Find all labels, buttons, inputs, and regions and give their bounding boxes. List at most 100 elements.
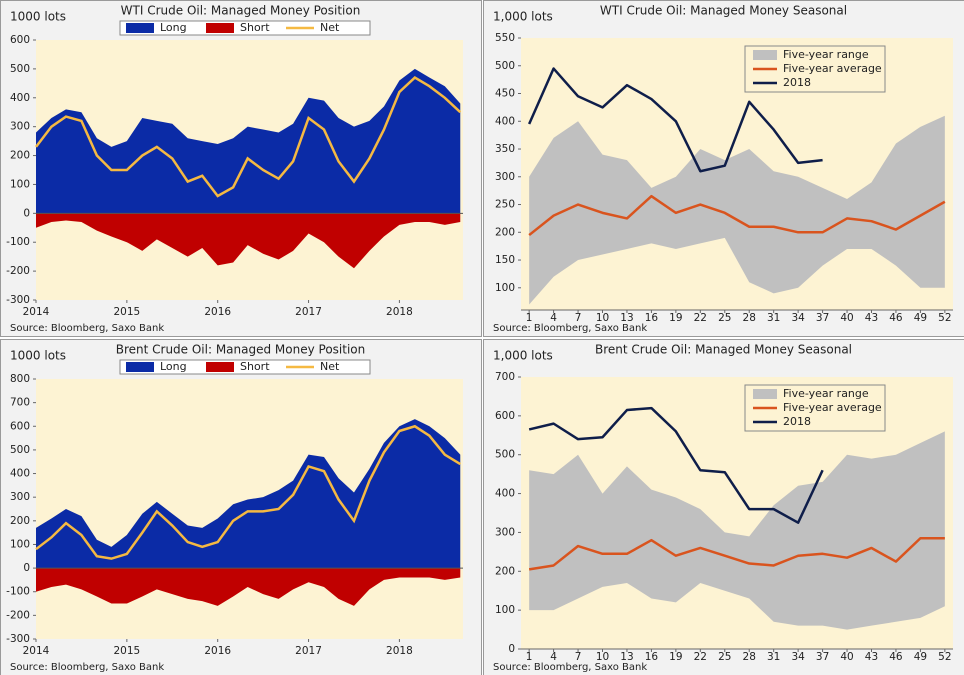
y-tick-label: 200 (10, 150, 30, 162)
legend-label: Net (320, 21, 340, 34)
y-tick-label: 700 (10, 397, 30, 409)
y-tick-label: 500 (10, 63, 30, 75)
x-tick-label: 2014 (23, 645, 50, 657)
y-tick-label: 100 (495, 282, 515, 294)
x-tick-label: 31 (767, 312, 780, 324)
legend-label: Net (320, 360, 340, 373)
x-tick-label: 19 (669, 312, 682, 324)
x-tick-label: 2015 (113, 645, 140, 657)
y-tick-label: 300 (495, 171, 515, 183)
y-axis-label: 1,000 lots (493, 10, 553, 24)
y-axis-label: 1,000 lots (493, 349, 553, 363)
x-tick-label: 34 (791, 312, 805, 324)
x-tick-label: 2015 (113, 306, 140, 318)
y-tick-label: 400 (10, 92, 30, 104)
y-tick-label: 800 (10, 373, 30, 385)
legend-label: Long (160, 21, 187, 34)
y-tick-label: 200 (495, 565, 515, 577)
series-line (528, 194, 946, 237)
y-tick-label: 300 (10, 491, 30, 503)
legend-swatch (206, 23, 234, 33)
y-tick-label: -200 (6, 609, 30, 621)
source: Source: Bloomberg, Saxo Bank (10, 323, 164, 334)
legend-label: Five-year range (783, 48, 869, 61)
y-tick-label: 100 (10, 178, 30, 190)
y-tick-label: 100 (10, 538, 30, 550)
series-line (528, 537, 945, 571)
x-tick-label: 37 (816, 312, 829, 324)
series-line (528, 67, 823, 173)
x-tick-label: 43 (865, 651, 878, 663)
y-tick-label: -100 (6, 236, 30, 248)
x-tick-label: 13 (620, 651, 633, 663)
legend-label: Five-year range (783, 387, 869, 400)
x-tick-label: 2018 (386, 645, 413, 657)
legend-label: 2018 (783, 415, 811, 428)
x-tick-label: 2017 (295, 306, 322, 318)
x-tick-label: 25 (718, 312, 731, 324)
x-tick-label: 16 (645, 651, 659, 663)
y-axis-label: 1000 lots (10, 349, 66, 363)
y-tick-label: 0 (508, 643, 515, 655)
range-band (529, 115, 945, 305)
y-tick-label: -300 (6, 633, 30, 645)
x-tick-label: 2016 (204, 306, 231, 318)
x-tick-label: 52 (938, 651, 951, 663)
x-tick-label: 40 (840, 312, 853, 324)
x-tick-label: 2017 (295, 645, 322, 657)
legend-label: Short (240, 360, 270, 373)
net-line (35, 76, 462, 198)
y-tick-label: 100 (495, 604, 515, 616)
legend-box (119, 20, 371, 36)
y-tick-label: -300 (6, 294, 30, 306)
x-tick-label: 46 (889, 312, 903, 324)
x-tick-label: 34 (791, 651, 805, 663)
y-tick-label: 600 (10, 34, 30, 46)
x-tick-label: 4 (550, 312, 557, 324)
x-tick-label: 22 (694, 312, 707, 324)
legend-label: Five-year average (783, 401, 882, 414)
legend-label: Long (160, 360, 187, 373)
x-tick-label: 1 (526, 651, 533, 663)
y-tick-label: 400 (10, 468, 30, 480)
y-axis-label: 1000 lots (10, 10, 66, 24)
legend: Long Short Net (119, 359, 371, 375)
chart-title: WTI Crude Oil: Managed Money Position (121, 4, 361, 18)
y-tick-label: 0 (23, 207, 30, 219)
series-line (528, 406, 824, 524)
x-tick-label: 1 (526, 312, 533, 324)
x-tick-label: 10 (596, 312, 609, 324)
x-tick-label: 19 (669, 651, 682, 663)
x-tick-label: 7 (575, 651, 582, 663)
y-tick-label: 450 (495, 88, 515, 100)
y-tick-label: 500 (495, 60, 515, 72)
y-tick-label: 200 (10, 515, 30, 527)
x-tick-label: 52 (938, 312, 951, 324)
y-tick-label: 0 (23, 562, 30, 574)
x-tick-label: 28 (743, 312, 756, 324)
x-tick-label: 4 (550, 651, 557, 663)
x-tick-label: 2014 (23, 306, 50, 318)
y-tick-label: 700 (495, 371, 515, 383)
y-tick-label: 300 (10, 121, 30, 133)
y-tick-label: 350 (495, 143, 515, 155)
legend: Long Short Net (119, 20, 371, 36)
x-tick-label: 49 (914, 651, 927, 663)
legend-label: 2018 (783, 76, 811, 89)
x-tick-label: 28 (743, 651, 756, 663)
position-area (36, 213, 461, 269)
legend-swatch (753, 50, 777, 60)
x-tick-label: 2018 (386, 306, 413, 318)
position-area (36, 68, 461, 214)
y-tick-label: 200 (495, 226, 515, 238)
legend-box (119, 359, 371, 375)
x-tick-label: 43 (865, 312, 878, 324)
x-tick-label: 40 (840, 651, 853, 663)
legend-label: Five-year average (783, 62, 882, 75)
legend-swatch (126, 362, 154, 372)
source: Source: Bloomberg, Saxo Bank (10, 662, 164, 673)
x-tick-label: 16 (645, 312, 659, 324)
position-area (36, 568, 461, 606)
x-tick-label: 31 (767, 651, 780, 663)
x-tick-label: 37 (816, 651, 829, 663)
